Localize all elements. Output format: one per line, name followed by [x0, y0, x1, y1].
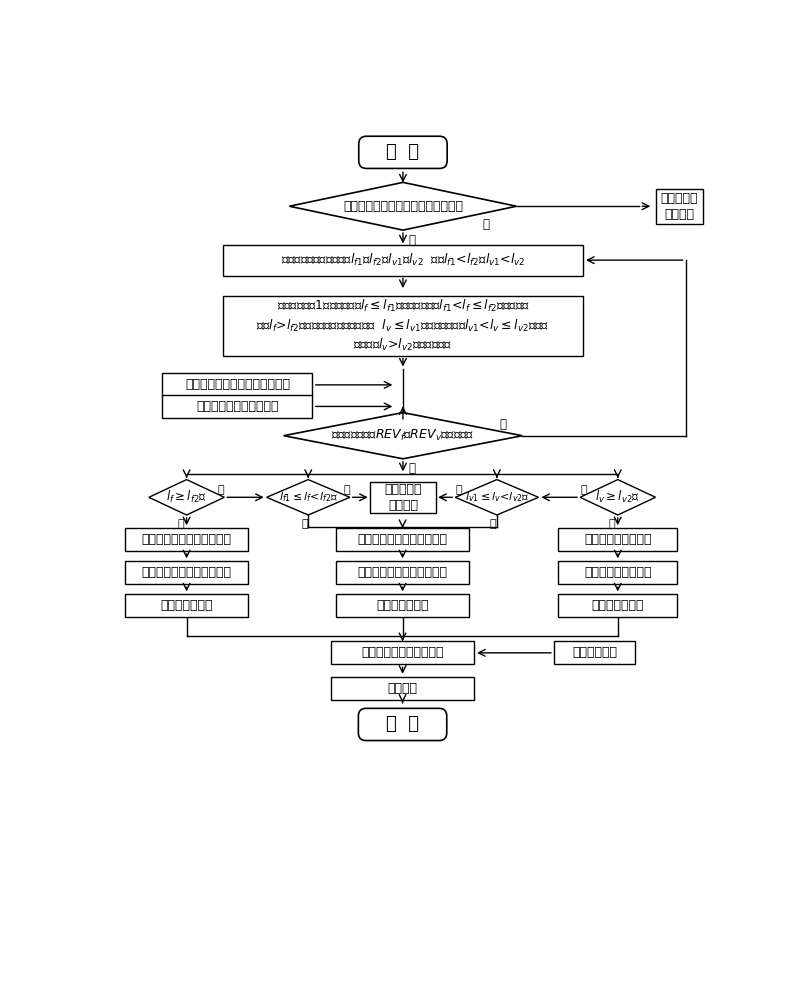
Bar — [336, 594, 469, 617]
Text: 线性方程组求解: 线性方程组求解 — [161, 599, 212, 612]
Bar — [336, 528, 469, 551]
Text: 建立离散裂缝模型数学模型: 建立离散裂缝模型数学模型 — [142, 533, 231, 546]
Bar — [223, 245, 583, 276]
Text: $l_f$$\geq$$l_{f2}$？: $l_f$$\geq$$l_{f2}$？ — [166, 489, 207, 505]
Bar — [223, 296, 583, 356]
FancyBboxPatch shape — [358, 708, 447, 741]
Text: 是: 是 — [490, 519, 497, 529]
Text: 自动历史拟合: 自动历史拟合 — [572, 646, 617, 659]
Polygon shape — [456, 480, 538, 515]
Text: 否: 否 — [581, 485, 587, 495]
Bar — [558, 561, 678, 584]
Text: 否: 否 — [482, 218, 490, 231]
Text: 设定裂缝溶洞的尺度界限$l_{f1}$，$l_{f2}$和$l_{v1}$，$l_{v2}$  其中$l_{f1}$<$l_{f2}$，$l_{v1}$<$l_: 设定裂缝溶洞的尺度界限$l_{f1}$，$l_{f2}$和$l_{v1}$，$l… — [281, 252, 525, 268]
Text: $l_{v1}$$\leq$$l_v$<$l_{v2}$？: $l_{v1}$$\leq$$l_v$<$l_{v2}$？ — [464, 490, 529, 504]
Text: 建立等效多重介质数学模型: 建立等效多重介质数学模型 — [357, 533, 448, 546]
Text: 是: 是 — [408, 234, 416, 247]
Text: 是: 是 — [301, 519, 308, 529]
Bar — [558, 594, 678, 617]
Text: 建立耦合型数值模型: 建立耦合型数值模型 — [584, 566, 652, 579]
FancyBboxPatch shape — [359, 136, 447, 168]
Text: 缝洞型油藏数值模拟计算: 缝洞型油藏数值模拟计算 — [361, 646, 444, 659]
Text: 缝洞型油藏介质的模型建立准则: 缝洞型油藏介质的模型建立准则 — [185, 378, 290, 391]
Text: 缝洞表征单元体$REV_f$、$REV_v$是否存在？: 缝洞表征单元体$REV_f$、$REV_v$是否存在？ — [331, 428, 475, 443]
Polygon shape — [149, 480, 224, 515]
Text: 缝洞表征区域裂缝、溶洞是否存在？: 缝洞表征区域裂缝、溶洞是否存在？ — [343, 200, 463, 213]
Text: 是: 是 — [408, 462, 416, 475]
Bar — [162, 395, 312, 418]
Text: 单孔隙介质
数值模拟: 单孔隙介质 数值模拟 — [384, 483, 422, 512]
Bar — [125, 561, 248, 584]
Bar — [554, 641, 635, 664]
Bar — [125, 528, 248, 551]
Polygon shape — [267, 480, 350, 515]
Bar — [336, 561, 469, 584]
Bar — [125, 594, 248, 617]
Text: 线性方程组求解: 线性方程组求解 — [592, 599, 644, 612]
Text: 表征单元体物理实验结果: 表征单元体物理实验结果 — [196, 400, 279, 413]
Bar — [162, 373, 312, 396]
Text: 否: 否 — [343, 485, 350, 495]
Bar — [656, 189, 704, 224]
Polygon shape — [290, 182, 516, 230]
Text: 否: 否 — [500, 418, 507, 431]
Text: 单孔隙介质
数值模拟: 单孔隙介质 数值模拟 — [660, 192, 698, 221]
Bar — [558, 528, 678, 551]
Polygon shape — [283, 413, 523, 459]
Text: 线性方程组求解: 线性方程组求解 — [376, 599, 429, 612]
Bar — [331, 641, 474, 664]
Text: $l_{f1}$$\leq$$l_f$<$l_{f2}$？: $l_{f1}$$\leq$$l_f$<$l_{f2}$？ — [279, 490, 338, 504]
Polygon shape — [580, 480, 656, 515]
Text: 建立等效多重介质数值模型: 建立等效多重介质数值模型 — [357, 566, 448, 579]
Text: 是: 是 — [177, 519, 183, 529]
Bar — [331, 677, 474, 700]
Text: 建立耦合型数学模型: 建立耦合型数学模型 — [584, 533, 652, 546]
Text: $l_v$$\geq$$l_{v2}$？: $l_v$$\geq$$l_{v2}$？ — [596, 489, 640, 505]
Text: 是: 是 — [608, 519, 615, 529]
Text: 划分缝洞尺度1，对于裂缝：$l_f$$\leq$$l_{f1}$为小尺度裂缝，$l_{f1}$<$l_f$$\leq$$l_{f2}$为中尺度裂
缝，$l_f$: 划分缝洞尺度1，对于裂缝：$l_f$$\leq$$l_{f1}$为小尺度裂缝，$… — [257, 298, 549, 353]
Text: 建立离散裂缝模型数值模型: 建立离散裂缝模型数值模型 — [142, 566, 231, 579]
Bar — [370, 482, 436, 513]
Text: 否: 否 — [455, 485, 462, 495]
Text: 否: 否 — [217, 485, 224, 495]
Text: 结  束: 结 束 — [386, 715, 419, 733]
Text: 开  始: 开 始 — [386, 143, 419, 161]
Text: 结果展示: 结果展示 — [387, 682, 418, 695]
